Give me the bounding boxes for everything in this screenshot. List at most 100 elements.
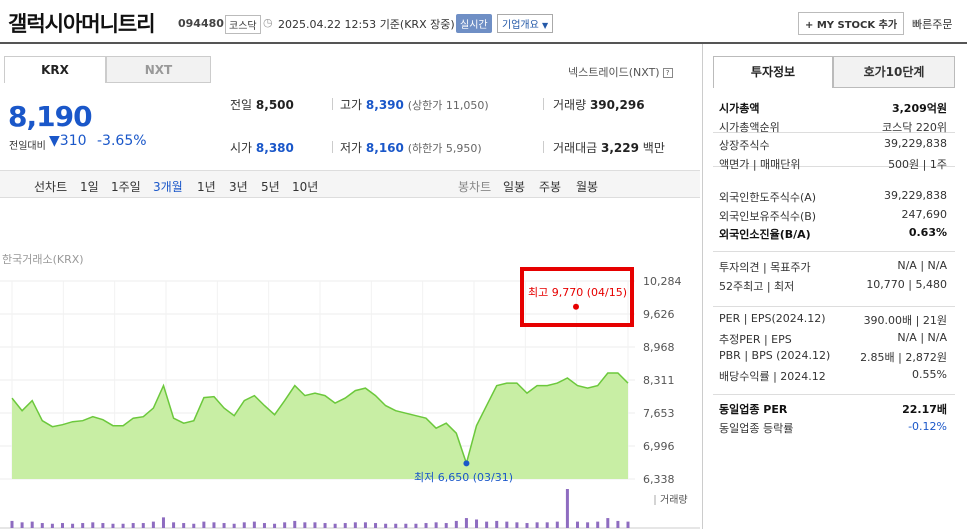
volume-bar — [394, 523, 398, 528]
volume-label: 거래량 — [660, 494, 688, 506]
volume-bar — [576, 521, 580, 528]
tab-invest-info[interactable]: 투자정보 — [713, 56, 833, 88]
volume-bar — [81, 523, 85, 528]
volume-bar — [273, 523, 277, 528]
stock-name: 갤럭시아머니트리 — [8, 12, 156, 36]
divider — [543, 141, 544, 153]
invest-row-label: 상장주식수 — [719, 139, 770, 152]
invest-row-value: 390.00배 | 21원 — [863, 314, 947, 327]
invest-row: 투자의견 | 목표주가 N/A | N/A — [719, 259, 947, 277]
volume-bar — [565, 489, 569, 528]
invest-row: PBR | BPS (2024.12) 2.85배 | 2,872원 — [719, 349, 947, 367]
tab-nxt[interactable]: NXT — [106, 56, 211, 83]
company-info-dropdown[interactable]: 기업개요 ▼ — [497, 14, 554, 33]
volume-bar — [60, 523, 64, 528]
open-price: 시가 8,380 — [230, 141, 294, 155]
invest-row-value: N/A | N/A — [897, 259, 947, 272]
volume-bar — [232, 523, 236, 528]
invest-row-label: 투자의견 | 목표주가 — [719, 261, 811, 274]
volume-bar — [30, 521, 34, 528]
period-daily[interactable]: 일봉 — [503, 180, 526, 194]
y-tick-label: 8,968 — [643, 341, 675, 354]
prev-close: 전일 8,500 — [230, 98, 294, 112]
realtime-badge[interactable]: 실시간 — [456, 14, 492, 33]
period-weekly[interactable]: 주봉 — [539, 180, 562, 194]
invest-row-label: 액면가 | 매매단위 — [719, 157, 801, 171]
volume-bar — [374, 523, 378, 528]
volume-bar — [101, 523, 105, 528]
volume-bar — [313, 522, 317, 528]
price-chart[interactable]: 한국거래소(KRX) 10,284 9,626 8,968 8,311 7,653 6,99… — [0, 199, 700, 529]
invest-row-value: 0.63% — [908, 226, 947, 239]
volume-bar — [40, 523, 44, 528]
min-annotation: 최저 6,650 (03/31) — [414, 471, 513, 484]
volume-bar — [454, 520, 458, 528]
invest-row-value: N/A | N/A — [897, 330, 947, 344]
period-1d[interactable]: 1일 — [80, 180, 99, 194]
tab-krx[interactable]: KRX — [4, 56, 106, 83]
divider — [543, 98, 544, 110]
period-1y[interactable]: 1년 — [197, 180, 216, 194]
invest-row-label: PBR | BPS (2024.12) — [719, 349, 831, 362]
period-1w[interactable]: 1주일 — [111, 180, 141, 194]
period-5y[interactable]: 5년 — [261, 180, 280, 194]
clock-icon: ◷ — [263, 16, 273, 29]
volume-bar — [626, 521, 630, 528]
invest-row-label: 외국인한도주식수(A) — [719, 191, 817, 204]
stock-code: 094480 — [178, 17, 224, 30]
invest-row: 외국인소진율(B/A) 0.63% — [719, 226, 947, 244]
volume-bar — [202, 521, 206, 528]
invest-row-value: 247,690 — [901, 207, 948, 221]
period-3y[interactable]: 3년 — [229, 180, 248, 194]
line-chart-label: 선차트 — [34, 180, 68, 194]
tab-orderbook[interactable]: 호가10단계 — [833, 56, 955, 88]
volume-bar — [343, 523, 347, 528]
invest-row-value: 3,209억원 — [891, 102, 947, 115]
period-3m[interactable]: 3개월 — [153, 180, 183, 194]
volume-bar — [495, 520, 499, 528]
invest-row: 외국인보유주식수(B) 247,690 — [719, 208, 947, 226]
low-price: 저가 8,160 (하한가 5,950) — [340, 141, 482, 155]
volume-bar — [71, 523, 75, 528]
invest-row-value: 22.17배 — [902, 403, 947, 416]
stock-header: 갤럭시아머니트리 094480 코스닥 ◷ 2025.04.22 12:53 기… — [0, 0, 967, 44]
help-icon[interactable]: ? — [662, 68, 673, 78]
invest-row-value: 코스닥 220위 — [882, 120, 947, 134]
volume-bar — [50, 523, 54, 528]
volume-bar — [606, 518, 610, 528]
volume-bar — [333, 523, 337, 528]
invest-row: PER | EPS(2024.12) 390.00배 | 21원 — [719, 312, 947, 330]
volume-bar — [161, 517, 165, 528]
divider — [713, 306, 955, 307]
add-my-stock-button[interactable]: + MY STOCK 추가 — [798, 12, 905, 35]
volume-bar — [20, 522, 24, 528]
invest-row-label: PER | EPS(2024.12) — [719, 312, 826, 325]
invest-row-label: 동일업종 PER — [719, 403, 788, 416]
volume-bar — [111, 523, 115, 528]
candle-chart-label: 봉차트 — [458, 180, 492, 194]
current-price: 8,190 — [8, 100, 93, 133]
max-point — [573, 303, 579, 310]
volume-bar — [283, 522, 287, 528]
volume-bar — [505, 521, 509, 528]
quote-datetime: 2025.04.22 12:53 기준(KRX 장중) — [278, 18, 455, 31]
period-monthly[interactable]: 월봉 — [576, 180, 599, 194]
volume-bar — [192, 523, 196, 528]
volume-bar — [545, 522, 549, 528]
volume-bar — [242, 522, 246, 528]
volume-bar — [475, 519, 479, 528]
volume-bar — [222, 523, 226, 528]
invest-row-label: 시가총액순위 — [719, 120, 780, 134]
y-tick-label: 6,996 — [643, 440, 675, 453]
volume-bar — [121, 523, 125, 528]
period-10y[interactable]: 10년 — [292, 180, 319, 194]
invest-row: 동일업종 PER 22.17배 — [719, 401, 947, 419]
chart-source-label: 한국거래소(KRX) — [2, 253, 84, 266]
volume-bar — [616, 520, 620, 528]
volume-bar — [182, 523, 186, 528]
volume-bar — [141, 523, 145, 528]
trade-amount: 거래대금 3,229 백만 — [553, 141, 665, 155]
quick-order-button[interactable]: 빠른주문 — [912, 18, 953, 31]
down-triangle-icon: ▼ — [49, 133, 60, 149]
volume-bar — [293, 520, 297, 528]
